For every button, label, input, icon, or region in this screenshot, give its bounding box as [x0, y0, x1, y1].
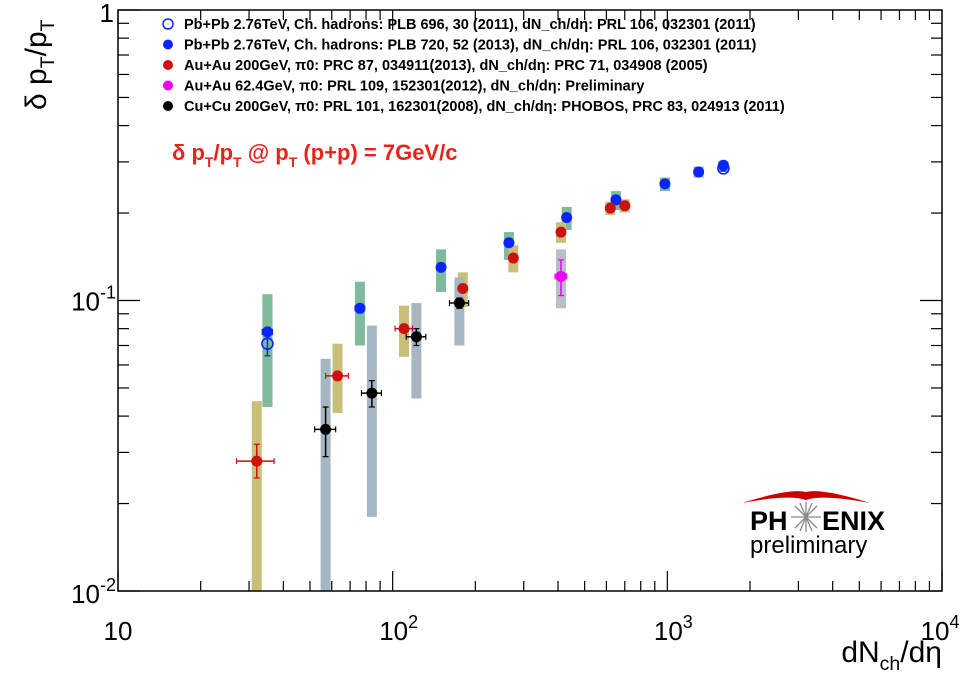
- x-tick-label-100: 102: [379, 612, 418, 646]
- x-axis-title: dNch/dη: [841, 636, 942, 675]
- legend-label: Au+Au 200GeV, π0: PRC 87, 034911(2013), …: [184, 58, 708, 74]
- legend: Pb+Pb 2.76TeV, Ch. hadrons: PLB 696, 30 …: [162, 17, 785, 115]
- x-tick-label-1000: 103: [654, 612, 693, 646]
- data-point: [457, 282, 469, 294]
- data-point: [453, 297, 465, 309]
- axis-ticks: [117, 9, 943, 592]
- data-point: [261, 326, 273, 338]
- data-point: [366, 387, 378, 399]
- systematic-band: [366, 325, 377, 517]
- annotation: δ pT/pT @ pT (p+p) = 7GeV/c: [172, 140, 457, 170]
- data-point: [693, 166, 705, 178]
- data-points: [235, 159, 730, 479]
- data-point: [503, 237, 515, 249]
- data-point: [659, 178, 671, 190]
- x-tick-label-10000: 104: [921, 612, 960, 646]
- systematic-bands: [251, 161, 729, 591]
- y-tick-label-0.1: 10-1: [71, 283, 116, 317]
- data-point: [398, 323, 410, 335]
- data-point: [619, 200, 631, 212]
- data-point: [561, 212, 573, 224]
- legend-label: Pb+Pb 2.76TeV, Ch. hadrons: PLB 696, 30 …: [184, 17, 756, 33]
- data-point: [507, 252, 519, 264]
- logo-text-right: ENIX: [822, 506, 885, 536]
- data-point: [555, 270, 567, 282]
- legend-label: Pb+Pb 2.76TeV, Ch. hadrons: PLB 720, 52 …: [184, 38, 756, 54]
- legend-marker: [163, 80, 173, 91]
- y-tick-label-1: 1: [100, 0, 114, 28]
- phenix-logo: PH ENIX preliminary: [742, 491, 885, 559]
- data-point: [251, 455, 263, 467]
- data-point: [320, 423, 332, 435]
- y-axis-title: δ pT/pT: [20, 19, 59, 110]
- data-point: [604, 202, 616, 214]
- legend-marker: [162, 18, 174, 30]
- plot-frame: [117, 9, 943, 592]
- data-point: [610, 194, 622, 206]
- logo-subtitle: preliminary: [750, 532, 867, 559]
- data-point: [410, 331, 422, 343]
- legend-label: Au+Au 62.4GeV, π0: PRL 109, 152301(2012)…: [184, 79, 644, 95]
- logo-star-icon: [791, 502, 821, 532]
- systematic-band: [320, 358, 331, 591]
- legend-marker: [163, 60, 173, 70]
- legend-label: Cu+Cu 200GeV, π0: PRL 101, 162301(2008),…: [184, 99, 785, 115]
- data-point: [717, 159, 729, 171]
- systematic-band: [251, 401, 262, 591]
- y-tick-label-0.01: 10-2: [71, 575, 116, 609]
- data-point: [555, 226, 567, 238]
- data-point: [332, 370, 344, 382]
- x-tick-label-10: 10: [104, 616, 133, 646]
- data-point-open: [261, 337, 274, 351]
- legend-marker: [163, 39, 173, 50]
- systematic-band: [454, 277, 465, 346]
- logo-text-left: PH: [750, 506, 788, 536]
- systematic-band: [411, 303, 422, 399]
- data-point: [354, 302, 366, 314]
- data-point: [435, 261, 447, 273]
- legend-marker: [163, 101, 173, 111]
